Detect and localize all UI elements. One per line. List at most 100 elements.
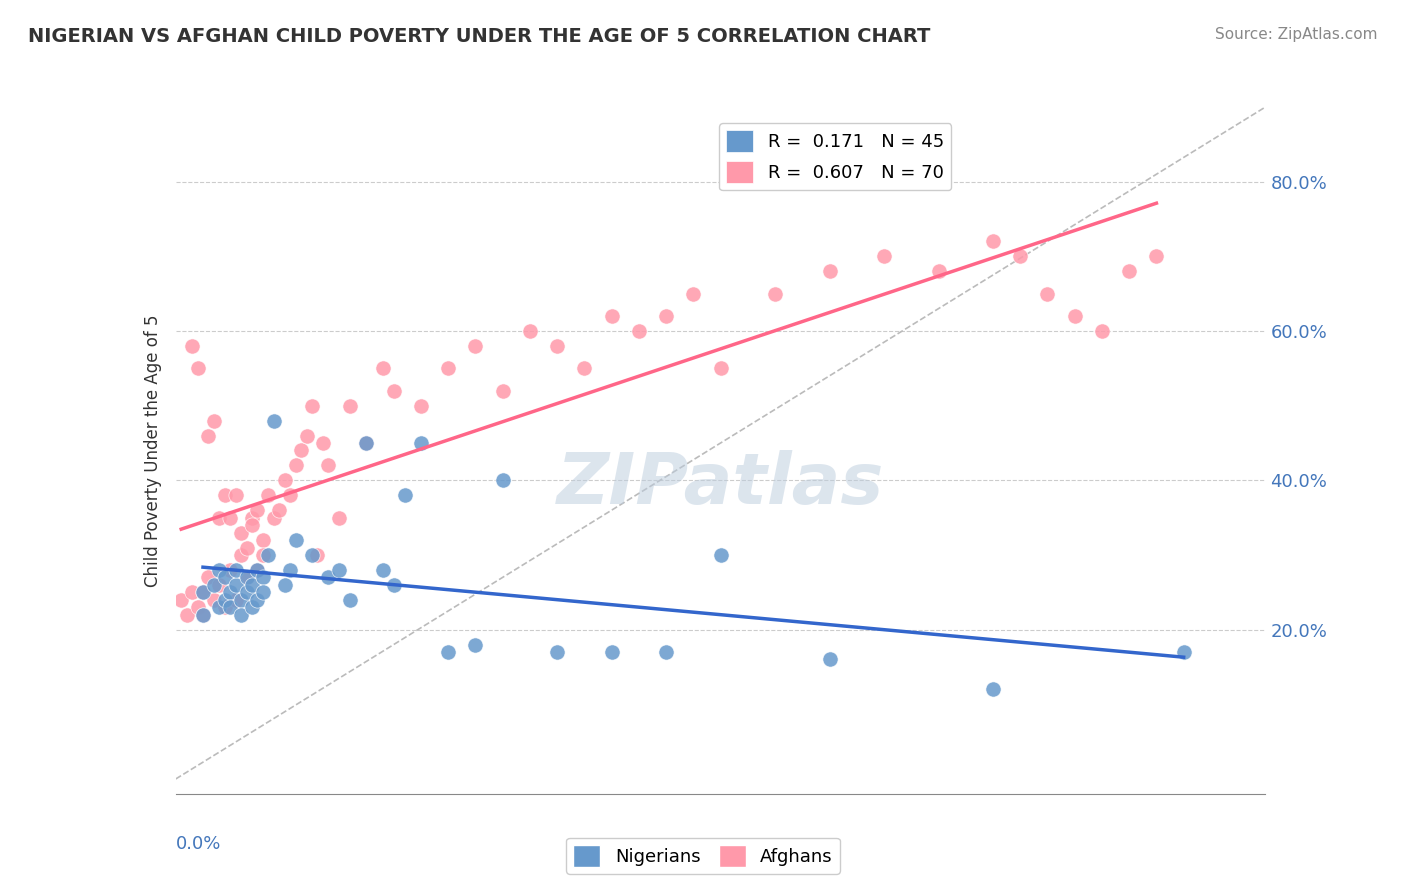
Point bbox=[301, 399, 323, 413]
Point bbox=[318, 458, 340, 473]
Point bbox=[231, 592, 253, 607]
Point bbox=[301, 548, 323, 562]
Point bbox=[981, 235, 1004, 249]
Point bbox=[371, 563, 394, 577]
Point bbox=[464, 638, 486, 652]
Point bbox=[1010, 249, 1032, 263]
Point bbox=[382, 578, 405, 592]
Point bbox=[231, 525, 253, 540]
Point bbox=[257, 548, 280, 562]
Point bbox=[191, 607, 214, 622]
Point bbox=[202, 578, 225, 592]
Point bbox=[600, 645, 623, 659]
Point bbox=[246, 592, 269, 607]
Point bbox=[818, 652, 841, 666]
Point bbox=[284, 533, 307, 547]
Point bbox=[186, 361, 209, 376]
Point bbox=[202, 592, 225, 607]
Point bbox=[257, 488, 280, 502]
Point bbox=[356, 436, 378, 450]
Point bbox=[208, 563, 231, 577]
Point bbox=[655, 645, 678, 659]
Point bbox=[339, 592, 361, 607]
Point bbox=[252, 570, 274, 584]
Point bbox=[1036, 286, 1059, 301]
Point bbox=[219, 563, 242, 577]
Point bbox=[246, 563, 269, 577]
Point bbox=[464, 339, 486, 353]
Point bbox=[318, 570, 340, 584]
Point bbox=[214, 570, 236, 584]
Point bbox=[252, 585, 274, 599]
Point bbox=[235, 541, 257, 555]
Point bbox=[252, 533, 274, 547]
Point bbox=[263, 510, 285, 524]
Point bbox=[235, 570, 257, 584]
Point bbox=[274, 578, 297, 592]
Point bbox=[274, 473, 297, 487]
Point bbox=[492, 473, 515, 487]
Point bbox=[246, 563, 269, 577]
Point bbox=[197, 570, 219, 584]
Point bbox=[600, 309, 623, 323]
Point bbox=[191, 585, 214, 599]
Point bbox=[214, 488, 236, 502]
Point bbox=[191, 607, 214, 622]
Point bbox=[409, 399, 432, 413]
Point bbox=[284, 458, 307, 473]
Point bbox=[240, 600, 263, 615]
Point bbox=[278, 563, 301, 577]
Text: Source: ZipAtlas.com: Source: ZipAtlas.com bbox=[1215, 27, 1378, 42]
Point bbox=[928, 264, 950, 278]
Point bbox=[235, 585, 257, 599]
Point bbox=[394, 488, 416, 502]
Point bbox=[574, 361, 596, 376]
Legend: R =  0.171   N = 45, R =  0.607   N = 70: R = 0.171 N = 45, R = 0.607 N = 70 bbox=[718, 123, 952, 191]
Point bbox=[176, 607, 198, 622]
Point bbox=[437, 645, 460, 659]
Point bbox=[225, 578, 247, 592]
Point bbox=[208, 578, 231, 592]
Y-axis label: Child Poverty Under the Age of 5: Child Poverty Under the Age of 5 bbox=[143, 314, 162, 587]
Point bbox=[295, 428, 318, 442]
Point bbox=[409, 436, 432, 450]
Point bbox=[710, 548, 733, 562]
Point bbox=[1091, 324, 1114, 338]
Point bbox=[246, 503, 269, 517]
Point bbox=[240, 510, 263, 524]
Point bbox=[371, 361, 394, 376]
Point bbox=[219, 510, 242, 524]
Point bbox=[519, 324, 541, 338]
Point bbox=[382, 384, 405, 398]
Point bbox=[492, 384, 515, 398]
Point bbox=[1173, 645, 1195, 659]
Point bbox=[219, 585, 242, 599]
Point bbox=[240, 518, 263, 533]
Point bbox=[181, 585, 204, 599]
Point bbox=[356, 436, 378, 450]
Point bbox=[214, 600, 236, 615]
Point bbox=[328, 563, 350, 577]
Point bbox=[225, 592, 247, 607]
Point bbox=[252, 548, 274, 562]
Point bbox=[225, 488, 247, 502]
Point bbox=[197, 428, 219, 442]
Point bbox=[873, 249, 896, 263]
Point bbox=[214, 592, 236, 607]
Point bbox=[763, 286, 786, 301]
Point bbox=[191, 585, 214, 599]
Point bbox=[627, 324, 650, 338]
Text: 0.0%: 0.0% bbox=[176, 835, 221, 853]
Point bbox=[170, 592, 193, 607]
Point bbox=[312, 436, 335, 450]
Point bbox=[437, 361, 460, 376]
Point bbox=[208, 600, 231, 615]
Text: ZIPatlas: ZIPatlas bbox=[557, 450, 884, 519]
Text: NIGERIAN VS AFGHAN CHILD POVERTY UNDER THE AGE OF 5 CORRELATION CHART: NIGERIAN VS AFGHAN CHILD POVERTY UNDER T… bbox=[28, 27, 931, 45]
Point bbox=[546, 339, 568, 353]
Point bbox=[269, 503, 291, 517]
Point bbox=[208, 510, 231, 524]
Point bbox=[235, 570, 257, 584]
Point bbox=[186, 600, 209, 615]
Point bbox=[307, 548, 329, 562]
